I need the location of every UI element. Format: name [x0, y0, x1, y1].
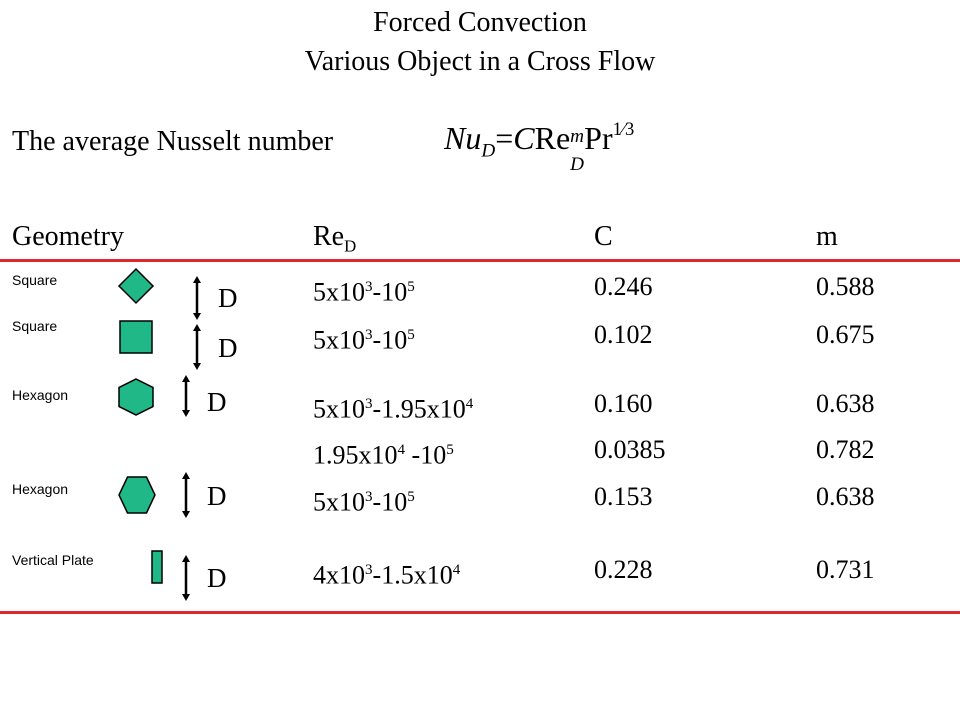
eq-nu: Nu: [444, 120, 482, 156]
c-value: 0.102: [594, 320, 653, 349]
dimension-label: D: [207, 387, 227, 417]
exponent: 3: [365, 396, 373, 412]
exponent: 3: [365, 489, 373, 505]
double-arrow-icon: [193, 324, 201, 370]
header-geometry: Geometry: [12, 221, 124, 252]
c-value: 0.160: [594, 389, 653, 418]
header-re-base: Re: [313, 221, 345, 252]
m-value: 0.588: [816, 272, 875, 301]
re-part: 4x10: [313, 560, 365, 590]
re-part: -10: [372, 487, 408, 517]
re-part: 5x10: [313, 277, 365, 307]
double-arrow-icon: [193, 276, 201, 320]
plate-shape-icon: [151, 550, 163, 584]
m-value: 0.675: [816, 320, 875, 349]
c-value: 0.0385: [594, 435, 666, 464]
intro-text: The average Nusselt number: [12, 126, 334, 157]
geometry-label: Square: [12, 272, 58, 288]
c-value: 0.153: [594, 482, 653, 511]
exponent: 5: [407, 489, 415, 505]
re-part: 5x10: [313, 394, 365, 424]
dimension-label: D: [207, 563, 227, 593]
table-bottom-rule: [0, 611, 960, 614]
m-value: 0.638: [816, 389, 875, 418]
re-range: 5x103-105: [313, 482, 415, 518]
exponent: 4: [397, 442, 406, 458]
c-value: 0.228: [594, 555, 653, 584]
m-value: 0.731: [816, 555, 875, 584]
header-m: m: [816, 221, 838, 252]
eq-re-sup: m: [570, 126, 584, 147]
hexagon-flat-vertical-shape-icon: [118, 378, 154, 416]
re-range: 4x103-1.5x104: [313, 555, 460, 591]
eq-equals: =: [495, 120, 514, 156]
hexagon-pointed-vertical-shape-icon: [118, 476, 156, 514]
re-part: 5x10: [313, 487, 365, 517]
dimension-label: D: [218, 283, 238, 313]
title-line-1: Forced Convection: [373, 7, 587, 38]
re-part: -10: [372, 277, 408, 307]
title-line-2: Various Object in a Cross Flow: [304, 46, 656, 77]
header-c: C: [594, 221, 613, 252]
eq-pr: Pr: [584, 120, 613, 156]
geometry-label: Hexagon: [12, 481, 69, 497]
eq-pr-exp: 1⁄3: [612, 119, 635, 140]
re-part: -1.95x10: [372, 394, 466, 424]
geometry-label: Hexagon: [12, 387, 69, 403]
exponent: 4: [465, 396, 474, 412]
re-range: 5x103-105: [313, 272, 415, 308]
re-part: -1.5x10: [372, 560, 453, 590]
exponent: 3: [365, 327, 373, 343]
exponent: 4: [452, 562, 461, 578]
re-part: -10: [405, 440, 447, 470]
eq-nu-sub: D: [481, 140, 496, 162]
re-range: 5x103-105: [313, 320, 415, 356]
exponent: 5: [407, 327, 415, 343]
eq-re: Re: [534, 120, 571, 156]
dimension-label: D: [218, 333, 238, 363]
double-arrow-icon: [182, 375, 190, 417]
square-shape-icon: [119, 320, 153, 354]
dimension-label: D: [207, 481, 227, 511]
m-value: 0.782: [816, 435, 875, 464]
geometry-label: Vertical Plate: [12, 552, 94, 568]
double-arrow-icon: [182, 555, 190, 601]
header-re-sub: D: [344, 236, 357, 256]
header-re: ReD: [313, 221, 356, 263]
diamond-shape-icon: [117, 267, 155, 305]
m-value: 0.638: [816, 482, 875, 511]
eq-c: C: [513, 120, 535, 156]
exponent: 5: [407, 279, 415, 295]
re-range: 1.95x104 -105: [313, 435, 454, 471]
double-arrow-icon: [182, 472, 190, 518]
re-part: -10: [372, 325, 408, 355]
nusselt-equation: NuD=CRe m D Pr1⁄3: [444, 118, 634, 175]
re-part: 5x10: [313, 325, 365, 355]
exponent: 5: [446, 442, 454, 458]
re-part: 1.95x10: [313, 440, 398, 470]
exponent: 3: [365, 562, 373, 578]
exponent: 3: [365, 279, 373, 295]
table-top-rule: [0, 259, 960, 262]
geometry-label: Square: [12, 318, 58, 334]
c-value: 0.246: [594, 272, 653, 301]
eq-re-sub: D: [570, 154, 584, 175]
re-range: 5x103-1.95x104: [313, 389, 473, 425]
